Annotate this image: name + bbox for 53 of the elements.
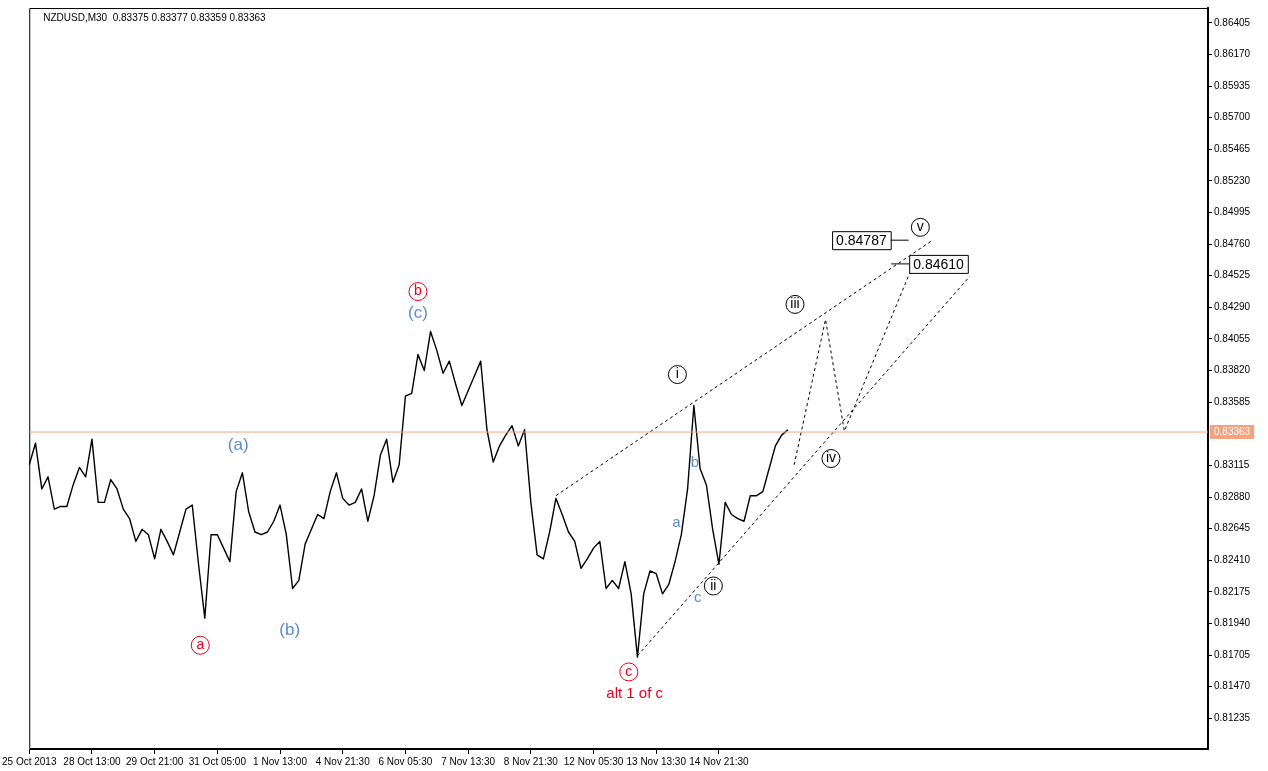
annotation: ii <box>710 576 717 593</box>
y-tick-label: 0.81940 <box>1214 617 1251 629</box>
annotation: (b) <box>279 620 301 640</box>
y-tick-label: 0.82410 <box>1214 554 1251 565</box>
y-tick-label: 0.84290 <box>1214 301 1251 313</box>
x-tick-label: 8 Nov 21:30 <box>503 755 559 767</box>
x-tick-label: 1 Nov 13:00 <box>253 755 308 767</box>
annotation: 0.84787 <box>836 232 887 249</box>
y-tick-label: 0.85230 <box>1214 174 1251 186</box>
x-tick-label: 7 Nov 13:30 <box>441 755 496 767</box>
x-tick-label: 31 Oct 05:00 <box>188 755 247 767</box>
chart-title: NZDUSD,M30 0.83375 0.83377 0.83359 0.83363 <box>43 11 267 23</box>
annotation: 0.84610 <box>913 255 965 272</box>
y-tick-label: 0.84760 <box>1214 237 1251 249</box>
x-tick-label: 14 Nov 21:30 <box>689 755 750 767</box>
y-tick-label: 0.86170 <box>1214 48 1251 60</box>
y-tick-label: 0.85465 <box>1214 143 1251 155</box>
y-tick-label: 0.83585 <box>1214 395 1251 407</box>
annotation: v <box>916 218 924 235</box>
x-tick-label: 4 Nov 21:30 <box>315 755 371 767</box>
annotation: alt 1 of c <box>606 683 664 701</box>
y-tick-label: 0.82645 <box>1214 522 1251 534</box>
y-tick-label: 0.84525 <box>1214 269 1251 281</box>
x-tick-label: 25 Oct 2013 <box>2 755 57 767</box>
y-tick-label: 0.86405 <box>1214 16 1251 28</box>
annotation: (a) <box>227 435 249 455</box>
y-tick-label: 0.83820 <box>1214 364 1251 376</box>
x-tick-label: 29 Oct 21:00 <box>126 755 184 767</box>
x-tick-label: 12 Nov 05:30 <box>563 755 624 767</box>
y-tick-label: 0.81470 <box>1214 680 1251 692</box>
annotation: iii <box>790 295 800 312</box>
x-tick-label: 6 Nov 05:30 <box>378 755 433 767</box>
x-tick-label: 13 Nov 13:30 <box>626 755 687 767</box>
annotation: c <box>694 587 703 605</box>
annotation: (c) <box>408 302 428 322</box>
y-tick-label: 0.82880 <box>1214 490 1251 502</box>
y-tick-label: 0.81705 <box>1214 648 1251 660</box>
annotation: a <box>672 512 682 530</box>
annotation: iv <box>825 449 837 466</box>
y-tick-label: 0.82175 <box>1214 585 1251 597</box>
annotation: a <box>196 636 205 653</box>
y-tick-label: 0.85935 <box>1214 79 1251 91</box>
y-tick-label: 0.83115 <box>1214 459 1250 471</box>
y-tick-label: 0.84055 <box>1214 332 1251 344</box>
y-tick-label: 0.84995 <box>1214 206 1251 218</box>
annotation: b <box>414 282 423 299</box>
ref-line-label: 0.83363 <box>1214 425 1251 437</box>
x-tick-label: 28 Oct 13:00 <box>63 755 122 767</box>
annotation: i <box>675 365 679 382</box>
y-tick-label: 0.81235 <box>1214 712 1251 724</box>
annotation: b <box>690 452 700 470</box>
y-tick-label: 0.85700 <box>1214 111 1251 123</box>
annotation: c <box>625 662 633 679</box>
